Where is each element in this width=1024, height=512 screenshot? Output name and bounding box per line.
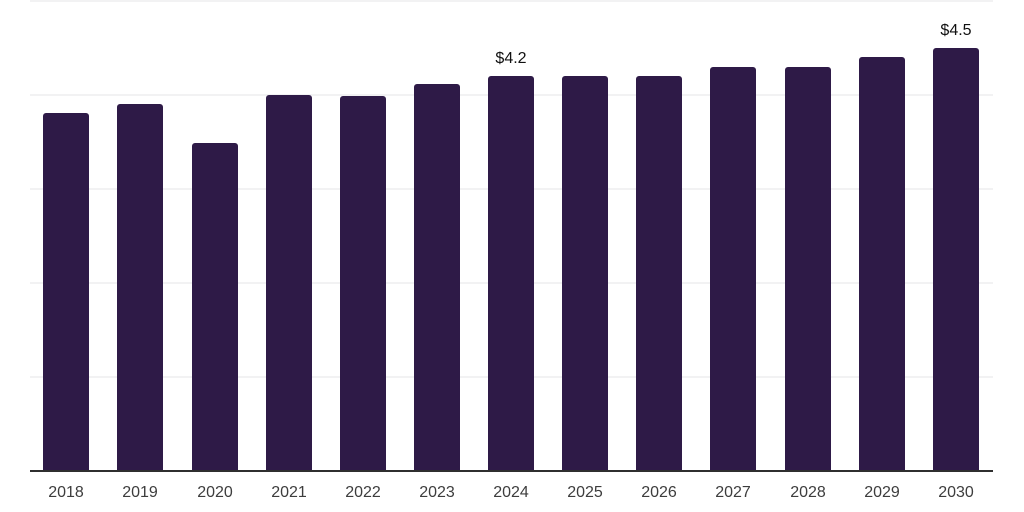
x-axis-label: 2025 — [567, 484, 603, 501]
bar — [488, 76, 534, 471]
bar — [562, 76, 608, 471]
bar — [117, 104, 163, 471]
x-axis-line — [30, 470, 993, 472]
bar — [710, 67, 756, 471]
bar — [859, 57, 905, 471]
bar — [192, 143, 238, 471]
bar — [414, 84, 460, 471]
x-axis-label: 2028 — [790, 484, 826, 501]
gridline — [30, 0, 993, 2]
x-axis-label: 2020 — [197, 484, 233, 501]
x-axis-label: 2018 — [48, 484, 84, 501]
value-label: $4.2 — [495, 50, 527, 67]
x-axis-label: 2022 — [345, 484, 381, 501]
bar — [43, 113, 89, 471]
x-axis-label: 2029 — [864, 484, 900, 501]
bar — [266, 95, 312, 471]
bar — [636, 76, 682, 471]
value-label: $4.5 — [940, 22, 972, 39]
bar — [785, 67, 831, 471]
bar — [340, 96, 386, 471]
x-axis-label: 2021 — [271, 484, 307, 501]
x-axis-label: 2023 — [419, 484, 455, 501]
x-axis-label: 2024 — [493, 484, 529, 501]
x-axis-label: 2019 — [122, 484, 158, 501]
x-axis-label: 2026 — [641, 484, 677, 501]
x-axis-label: 2030 — [938, 484, 974, 501]
bar — [933, 48, 979, 471]
x-axis-label: 2027 — [715, 484, 751, 501]
